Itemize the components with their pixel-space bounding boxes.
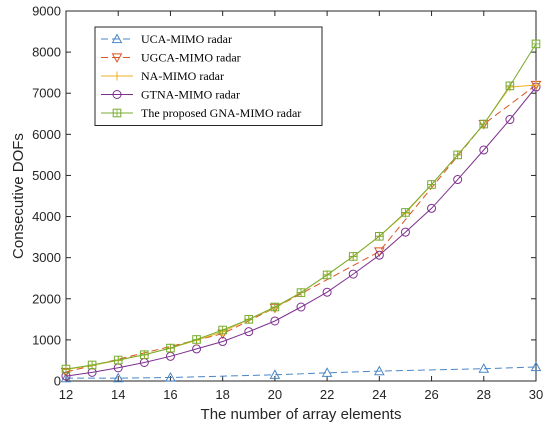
square-marker-cross bbox=[375, 232, 384, 241]
square-marker-cross bbox=[479, 120, 488, 128]
triangle-marker bbox=[112, 372, 124, 383]
legend-entry: GTNA-MIMO radar bbox=[101, 88, 240, 102]
x-tick-label: 30 bbox=[529, 387, 543, 402]
legend: UCA-MIMO radar UGCA-MIMO radar NA-MIMO rad… bbox=[94, 26, 323, 126]
x-tick-label: 16 bbox=[163, 387, 177, 402]
square-marker-cross bbox=[244, 315, 253, 324]
y-tick-label: 6000 bbox=[32, 127, 61, 142]
triangle-marker bbox=[478, 363, 490, 373]
square-marker-cross bbox=[166, 344, 175, 352]
series-line bbox=[65, 86, 537, 377]
y-tick-label: 8000 bbox=[32, 45, 61, 60]
square-marker-cross bbox=[113, 109, 121, 117]
triangle-marker bbox=[321, 367, 333, 377]
series-4 bbox=[61, 39, 541, 374]
triangle-marker bbox=[373, 365, 385, 376]
circle-marker bbox=[427, 203, 437, 213]
circle-marker bbox=[192, 344, 202, 354]
x-tick-label: 12 bbox=[59, 387, 73, 402]
square-marker-cross bbox=[62, 365, 70, 373]
square-marker-cross bbox=[114, 356, 123, 364]
legend-entry: UCA-MIMO radar bbox=[101, 32, 232, 46]
y-tick-label: 4000 bbox=[32, 209, 61, 224]
series-layer bbox=[60, 39, 542, 383]
square-marker-cross bbox=[192, 335, 201, 344]
triangle-down-marker bbox=[111, 53, 123, 64]
x-tick-label: 14 bbox=[111, 387, 125, 402]
square-marker-cross bbox=[271, 303, 279, 311]
circle-marker bbox=[112, 90, 122, 99]
y-tick-label: 5000 bbox=[32, 168, 61, 183]
square-marker-cross bbox=[349, 252, 358, 261]
square-marker-cross bbox=[401, 208, 410, 217]
circle-marker bbox=[296, 302, 306, 312]
x-tick-label: 24 bbox=[372, 387, 386, 402]
series-3 bbox=[61, 82, 541, 381]
circle-marker bbox=[270, 316, 280, 326]
series-line bbox=[66, 366, 537, 379]
square-marker-cross bbox=[297, 288, 305, 297]
plus-marker bbox=[112, 71, 122, 81]
y-tick-label: 0 bbox=[54, 374, 61, 389]
circle-marker bbox=[453, 175, 463, 185]
legend-label: UGCA-MIMO radar bbox=[141, 51, 241, 65]
y-tick-label: 9000 bbox=[32, 4, 61, 19]
legend-entry: UGCA-MIMO radar bbox=[101, 51, 241, 65]
legend-label: NA-MIMO radar bbox=[141, 69, 224, 83]
triangle-marker bbox=[111, 33, 123, 44]
square-marker-cross bbox=[453, 151, 462, 159]
circle-marker bbox=[322, 287, 332, 297]
legend-entry: NA-MIMO radar bbox=[101, 69, 224, 83]
square-marker-cross bbox=[323, 271, 331, 279]
circle-marker bbox=[348, 269, 358, 279]
y-axis-title: Consecutive DOFs bbox=[10, 133, 27, 259]
triangle-marker bbox=[530, 361, 542, 372]
x-tick-label: 18 bbox=[215, 387, 229, 402]
square-marker-cross bbox=[532, 40, 540, 48]
circle-marker bbox=[479, 145, 489, 155]
y-tick-label: 1000 bbox=[32, 332, 61, 347]
square-marker-cross bbox=[427, 180, 436, 189]
triangle-marker bbox=[165, 371, 176, 382]
legend-label: The proposed GNA-MIMO radar bbox=[141, 106, 301, 120]
y-tick-label: 2000 bbox=[32, 291, 61, 306]
x-axis: 12 14 16 18 20 22 24 26 28 30 bbox=[59, 11, 543, 402]
x-tick-label: 20 bbox=[268, 387, 282, 402]
y-tick-label: 3000 bbox=[32, 250, 61, 265]
circle-marker bbox=[505, 115, 515, 125]
y-tick-label: 7000 bbox=[32, 86, 61, 101]
plus-marker bbox=[531, 80, 541, 90]
x-tick-label: 28 bbox=[477, 387, 491, 402]
square-marker-cross bbox=[88, 361, 96, 369]
circle-marker bbox=[218, 337, 228, 347]
circle-marker bbox=[400, 227, 410, 237]
triangle-marker bbox=[60, 372, 72, 383]
legend-label: UCA-MIMO radar bbox=[141, 32, 232, 46]
x-axis-title: The number of array elements bbox=[201, 406, 402, 423]
square-marker-cross bbox=[218, 326, 227, 334]
y-axis: 0 1000 2000 3000 4000 5000 6000 7000 8000 9000 bbox=[32, 4, 536, 389]
series-0 bbox=[60, 361, 542, 383]
triangle-marker bbox=[269, 369, 281, 379]
legend-entry: The proposed GNA-MIMO radar bbox=[101, 106, 301, 120]
square-marker-cross bbox=[140, 350, 149, 359]
circle-marker bbox=[374, 250, 384, 260]
legend-label: GTNA-MIMO radar bbox=[141, 88, 240, 102]
x-tick-label: 26 bbox=[424, 387, 438, 402]
x-tick-label: 22 bbox=[320, 387, 334, 402]
square-marker-cross bbox=[506, 82, 514, 90]
circle-marker bbox=[244, 327, 254, 337]
